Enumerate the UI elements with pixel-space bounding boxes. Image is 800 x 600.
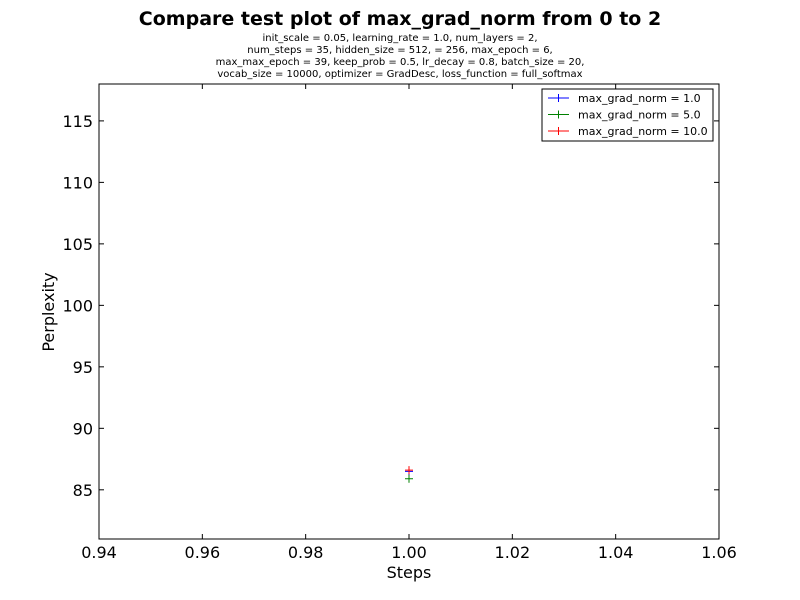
chart-subtitle-line-3: max_max_epoch = 39, keep_prob = 0.5, lr_…	[215, 57, 585, 68]
legend-label: max_grad_norm = 1.0	[578, 92, 701, 105]
y-axis-label: Perplexity	[39, 272, 58, 351]
legend-item: max_grad_norm = 10.0	[548, 125, 708, 138]
legend-marker	[554, 110, 563, 119]
legend-marker	[554, 94, 563, 102]
data-point-marker	[405, 474, 413, 483]
chart-subtitle-line-4: vocab_size = 10000, optimizer = GradDesc…	[217, 69, 583, 80]
chart-subtitle-line-2: num_steps = 35, hidden_size = 512, = 256…	[247, 45, 553, 56]
x-tick-label: 0.96	[185, 543, 221, 562]
legend-label: max_grad_norm = 10.0	[578, 125, 708, 138]
legend-box	[541, 88, 714, 142]
x-tick-label: 1.04	[598, 543, 634, 562]
chart-title: Compare test plot of max_grad_norm from …	[138, 8, 662, 30]
chart-subtitle-line-1: init_scale = 0.05, learning_rate = 1.0, …	[262, 33, 538, 44]
legend-label: max_grad_norm = 5.0	[578, 109, 701, 122]
y-tick-label: 105	[62, 235, 93, 254]
x-tick-label: 1.00	[391, 543, 427, 562]
series-3	[405, 466, 413, 475]
x-tick-label: 0.94	[81, 543, 117, 562]
data-point-marker	[405, 466, 413, 475]
legend-marker	[554, 127, 563, 135]
axes-frame	[98, 83, 720, 540]
x-tick-label: 1.02	[495, 543, 531, 562]
series-layer	[405, 466, 413, 483]
legend-item: max_grad_norm = 5.0	[548, 109, 701, 122]
series-2	[405, 474, 413, 483]
legend: max_grad_norm = 1.0 max_grad_norm = 5.0 ma…	[541, 88, 714, 142]
legend-item: max_grad_norm = 1.0	[548, 92, 701, 105]
y-tick-label: 115	[62, 112, 93, 131]
y-tick-label: 85	[73, 481, 93, 500]
y-tick-label: 100	[62, 296, 93, 315]
x-axis-label: Steps	[387, 563, 432, 582]
x-tick-label: 1.06	[701, 543, 737, 562]
y-tick-label: 90	[73, 419, 93, 438]
y-tick-label: 95	[73, 358, 93, 377]
y-tick-label: 110	[62, 173, 93, 192]
ticks-layer: 0.94 0.96 0.98 1.00 1.02 1.04 1.06 85 90 95 100 105…	[62, 84, 737, 562]
x-tick-label: 0.98	[288, 543, 324, 562]
